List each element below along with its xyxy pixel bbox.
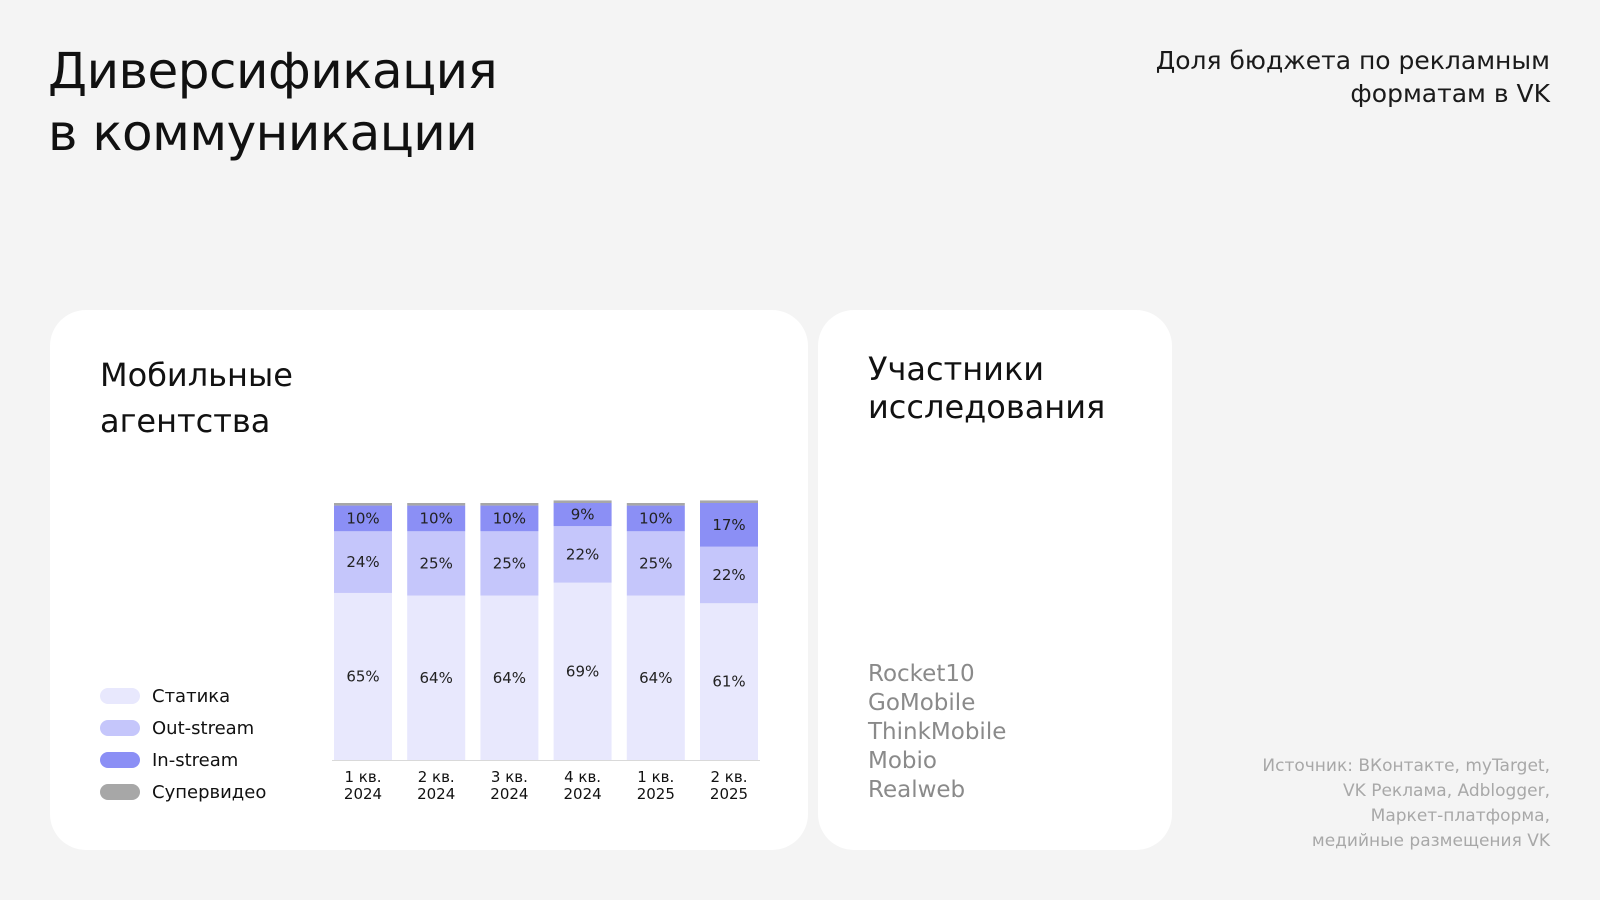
bar-segment-2-1	[407, 505, 466, 532]
data-label: 69%	[566, 662, 599, 680]
bar-segment-1-5	[700, 546, 758, 604]
participants-card-title: Участники исследования	[868, 350, 1105, 426]
bar-segment-0-0	[334, 592, 392, 760]
legend-item-supervideo: Супервидео	[100, 776, 266, 808]
bar-segment-3-5	[700, 500, 758, 503]
data-label: 25%	[420, 554, 453, 572]
data-label: 10%	[639, 509, 672, 527]
bar-segment-1-2	[480, 531, 539, 596]
stacked-bar-chart: 65% 24% 10% 1 кв. 2024 64% 25% 10% 2 кв. 2024 64% 2…	[332, 500, 760, 803]
data-label: 25%	[639, 554, 672, 572]
bar-segment-0-2	[480, 595, 539, 760]
data-label: 10%	[420, 509, 453, 527]
data-label: 9%	[571, 506, 595, 524]
bar-segment-1-0	[334, 531, 392, 593]
bar-segment-3-2	[480, 503, 539, 506]
source-line-3: Маркет-платформа,	[1370, 806, 1550, 826]
chart-legend: Статика Out-stream In-stream Супервидео	[100, 680, 266, 808]
bar-segment-1-3	[553, 526, 612, 583]
bar-segment-3-3	[553, 500, 612, 503]
data-label: 64%	[493, 669, 526, 687]
bar-segment-0-1	[407, 595, 466, 760]
data-label: 22%	[712, 566, 745, 584]
legend-label-out-stream: Out-stream	[152, 717, 255, 739]
data-label: 17%	[712, 516, 745, 534]
participant-item: Realweb	[868, 777, 966, 803]
bar-segment-1-1	[407, 531, 466, 596]
x-tick-label: 4 кв. 2024	[564, 768, 602, 803]
x-tick-label: 1 кв. 2024	[344, 768, 382, 803]
legend-swatch-in-stream	[100, 752, 140, 768]
bar-segment-2-0	[334, 505, 392, 532]
x-tick-label: 2 кв. 2024	[417, 768, 455, 803]
chart-card-title-line-2: агентства	[100, 402, 271, 440]
data-label: 22%	[566, 545, 599, 563]
page-subtitle-line-2: форматам в VK	[1350, 79, 1550, 108]
legend-label-statics: Статика	[152, 685, 231, 707]
data-label: 65%	[346, 667, 379, 685]
data-label: 10%	[493, 509, 526, 527]
chart-card-title-line-1: Мобильные	[100, 356, 293, 394]
page-subtitle: Доля бюджета по рекламным форматам в VK	[1156, 44, 1550, 110]
participant-item: ThinkMobile	[868, 719, 1007, 745]
source-line-1: Источник: ВКонтакте, myTarget,	[1262, 756, 1550, 776]
page-title: Диверсификация в коммуникации	[48, 40, 498, 164]
data-label: 10%	[346, 509, 379, 527]
bar-segment-2-3	[553, 503, 612, 527]
source-line-4: медийные размещения VK	[1311, 831, 1550, 851]
x-tick-label: 1 кв. 2025	[637, 768, 675, 803]
source-line-2: VK Реклама, Adblogger,	[1343, 781, 1550, 801]
bar-segment-3-0	[334, 503, 392, 506]
chart-card-title: Мобильные агентства	[100, 352, 293, 444]
bar-segment-2-2	[480, 505, 539, 532]
page-title-line-1: Диверсификация	[48, 42, 498, 100]
bar-segment-3-4	[626, 503, 685, 506]
legend-label-in-stream: In-stream	[152, 749, 239, 771]
bar-segment-1-4	[626, 531, 685, 596]
bar-segment-3-1	[407, 503, 466, 506]
participant-item: Rocket10	[868, 661, 975, 687]
legend-item-statics: Статика	[100, 680, 266, 712]
bar-segment-2-4	[626, 505, 685, 532]
participant-item: GoMobile	[868, 690, 976, 716]
legend-label-supervideo: Супервидео	[152, 781, 267, 803]
data-label: 64%	[639, 669, 672, 687]
legend-item-out-stream: Out-stream	[100, 712, 266, 744]
bar-segment-0-3	[553, 582, 612, 760]
participants-list: Rocket10 GoMobile ThinkMobile Mobio Real…	[868, 660, 1006, 805]
bar-segment-0-4	[626, 595, 685, 760]
data-label: 64%	[420, 669, 453, 687]
legend-item-in-stream: In-stream	[100, 744, 266, 776]
bar-segment-0-5	[700, 603, 758, 760]
source-note: Источник: ВКонтакте, myTarget, VK Реклам…	[1262, 754, 1550, 854]
participants-card-title-line-1: Участники	[868, 350, 1045, 388]
bar-segment-2-5	[700, 503, 758, 547]
participants-card: Участники исследования Rocket10 GoMobile…	[818, 310, 1172, 850]
legend-swatch-statics	[100, 688, 140, 704]
page-subtitle-line-1: Доля бюджета по рекламным	[1155, 46, 1550, 75]
data-label: 25%	[493, 554, 526, 572]
x-tick-label: 2 кв. 2025	[710, 768, 748, 803]
chart-card: Мобильные агентства Статика Out-stream I…	[50, 310, 808, 850]
participants-card-title-line-2: исследования	[868, 388, 1106, 426]
participant-item: Mobio	[868, 748, 937, 774]
x-tick-label: 3 кв. 2024	[490, 768, 528, 803]
data-label: 61%	[712, 673, 745, 691]
page-title-line-2: в коммуникации	[48, 104, 478, 162]
data-label: 24%	[346, 553, 379, 571]
legend-swatch-out-stream	[100, 720, 140, 736]
legend-swatch-supervideo	[100, 784, 140, 800]
